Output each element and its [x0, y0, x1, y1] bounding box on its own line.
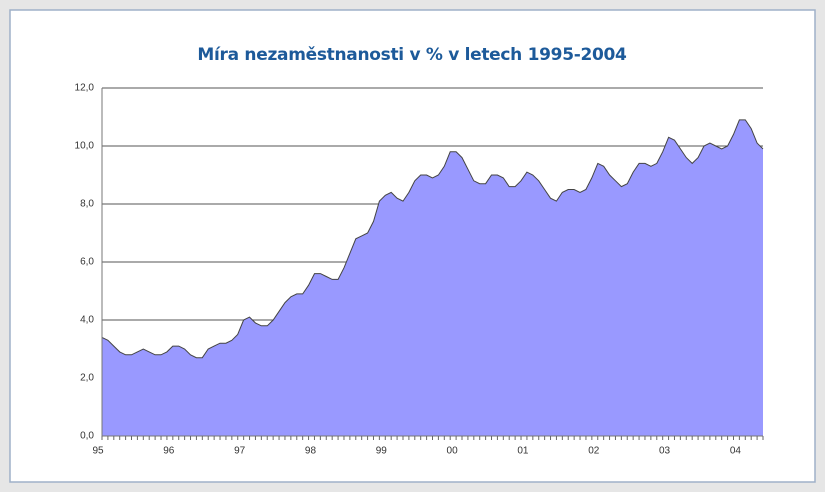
x-tick-label: 01 — [517, 446, 529, 457]
x-tick-label: 95 — [92, 446, 104, 457]
x-tick-label: 04 — [730, 446, 742, 457]
y-tick-label: 2,0 — [80, 373, 94, 384]
x-tick-label: 98 — [305, 446, 317, 457]
chart-title: Míra nezaměstnanosti v % v letech 1995-2… — [197, 45, 627, 65]
y-tick-label: 4,0 — [80, 315, 94, 326]
x-tick-label: 99 — [376, 446, 388, 457]
y-tick-label: 12,0 — [75, 83, 95, 94]
x-tick-label: 03 — [659, 446, 671, 457]
x-tick-label: 02 — [588, 446, 600, 457]
x-tick-label: 96 — [163, 446, 175, 457]
y-tick-label: 6,0 — [80, 257, 94, 268]
area-outline — [101, 119, 764, 359]
y-tick-label: 8,0 — [80, 199, 94, 210]
x-tick-label: 00 — [447, 446, 459, 457]
area — [102, 119, 763, 437]
y-tick-label: 0,0 — [80, 431, 94, 442]
y-tick-label: 10,0 — [75, 141, 95, 152]
x-tick-label: 97 — [234, 446, 246, 457]
